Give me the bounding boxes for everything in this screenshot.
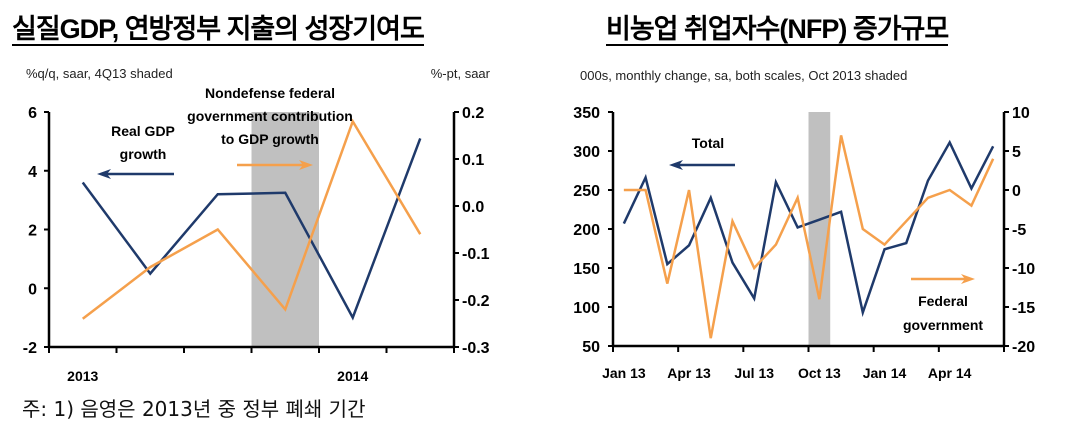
series-line-orange [623,135,995,339]
arrow-left-icon [669,160,683,170]
left-tick-label: 4 [28,164,37,181]
shaded-period [251,112,319,347]
right-tick-label: -20 [1012,339,1035,356]
left-tick-label: 150 [573,261,600,278]
right-tick-label: 0.2 [462,105,484,122]
series-label: Nondefense federal [205,85,335,101]
right-tick-label: -5 [1012,222,1026,239]
x-tick-label: Oct 13 [798,365,841,381]
left-tick-label: -2 [23,340,37,357]
left-axis-unit: 000s, monthly change, sa, both scales, O… [580,68,907,83]
left-tick-label: 0 [28,281,37,298]
left-tick-label: 2 [28,223,37,240]
arrow-left-icon [97,169,111,179]
right-tick-label: 10 [1012,105,1030,122]
series-label: government contribution [187,108,353,124]
series-label: Total [692,135,724,151]
footnote: 주: 1) 음영은 2013년 중 정부 폐쇄 기간 [22,397,366,421]
arrow-right-icon [299,160,313,170]
right-tick-label: -10 [1012,261,1035,278]
x-tick-label: Apr 13 [667,365,711,381]
series-label: government [903,317,983,333]
series-label: Federal [918,293,968,309]
left-chart-title: 실질GDP, 연방정부 지출의 성장기여도 [12,14,425,46]
x-tick-label: 2014 [337,368,368,384]
left-tick-label: 6 [28,105,37,122]
left-tick-label: 300 [573,144,600,161]
x-tick-label: Apr 14 [928,365,972,381]
right-tick-label: -15 [1012,300,1035,317]
x-tick-label: 2013 [67,368,98,384]
series-line-navy [81,137,422,321]
right-tick-label: 0.0 [462,199,484,216]
left-tick-label: 100 [573,300,600,317]
right-tick-label: 5 [1012,144,1021,161]
series-label: Real GDP [111,123,175,139]
series-label: to GDP growth [221,131,319,147]
right-tick-label: -0.2 [462,293,490,310]
left-tick-label: 50 [582,339,600,356]
series-line-navy [622,139,995,318]
left-tick-label: 200 [573,222,600,239]
series-label: growth [120,146,167,162]
x-tick-label: Jan 14 [863,365,907,381]
left-tick-label: 350 [573,105,600,122]
x-tick-label: Jul 13 [734,365,774,381]
arrow-right-icon [961,274,975,284]
right-chart-title: 비농업 취업자수(NFP) 증가규모 [606,14,949,46]
series-line-orange [81,118,422,320]
x-tick-label: Jan 13 [602,365,646,381]
right-tick-label: -0.3 [462,340,490,357]
right-axis-unit: %-pt, saar [431,66,491,81]
shaded-period [808,112,831,346]
right-tick-label: 0.1 [462,152,484,169]
left-tick-label: 250 [573,183,600,200]
right-tick-label: -0.1 [462,246,490,263]
left-axis-unit: %q/q, saar, 4Q13 shaded [26,66,173,81]
right-tick-label: 0 [1012,183,1021,200]
